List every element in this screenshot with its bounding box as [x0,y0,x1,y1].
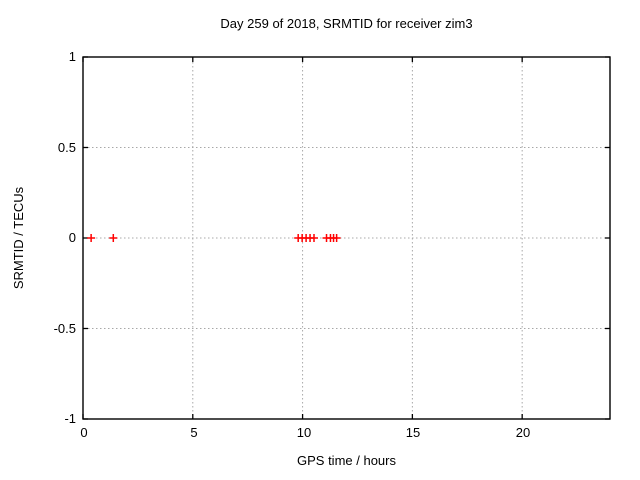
y-tick-label: -0.5 [53,321,76,336]
x-tick-label: 5 [190,425,198,440]
x-tick-label: 15 [405,425,421,440]
data-point-marker [109,234,118,242]
y-tick-label: 0.5 [57,140,76,155]
x-axis-label: GPS time / hours [297,453,396,468]
data-point-marker [310,234,319,242]
plot-border [82,56,611,420]
x-tick-label: 10 [296,425,312,440]
x-tick-label: 0 [80,425,88,440]
y-tick-label: -1 [64,411,76,426]
data-point-marker [332,234,341,242]
y-tick-label: 0 [68,230,76,245]
chart-title: Day 259 of 2018, SRMTID for receiver zim… [220,16,473,31]
x-tick-label: 20 [515,425,531,440]
data-point-marker [87,234,96,242]
y-tick-label: 1 [68,49,76,64]
